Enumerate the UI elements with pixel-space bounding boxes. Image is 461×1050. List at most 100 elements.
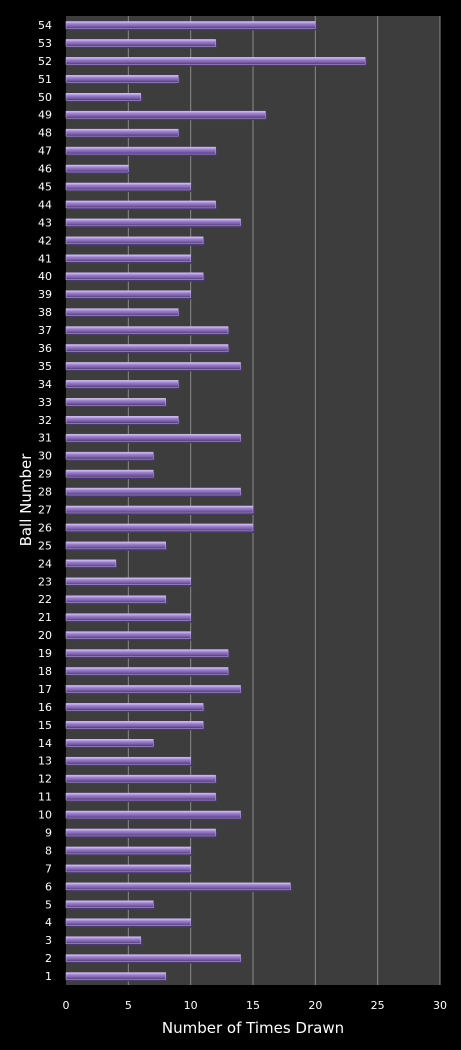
y-axis-label: Ball Number — [17, 453, 35, 547]
bar — [65, 631, 191, 639]
y-tick-label: 34 — [38, 378, 52, 391]
bar-ball-13 — [65, 756, 193, 767]
x-tick-labels: 0 5 10 15 20 25 30 — [63, 999, 448, 1012]
x-tick-label: 15 — [246, 999, 260, 1012]
y-tick-label: 37 — [38, 324, 52, 337]
bar-ball-53 — [65, 39, 218, 49]
y-tick-label: 46 — [38, 163, 52, 176]
y-tick-label: 39 — [38, 288, 52, 301]
bar — [65, 810, 241, 819]
bar-ball-3 — [65, 936, 143, 946]
bar-ball-16 — [65, 703, 206, 713]
bar-ball-15 — [65, 721, 206, 731]
bar — [65, 792, 216, 801]
bar — [65, 846, 191, 855]
bar — [65, 739, 154, 747]
y-tick-label: 16 — [38, 701, 52, 714]
y-tick-label: 9 — [45, 826, 52, 839]
bar — [65, 882, 291, 891]
y-tick-label: 26 — [38, 521, 52, 534]
bar — [65, 39, 216, 47]
y-tick-label: 47 — [38, 145, 52, 158]
bar — [65, 613, 191, 621]
x-tick-label: 30 — [433, 999, 447, 1012]
bar — [65, 487, 241, 496]
bar-ball-10 — [65, 810, 243, 821]
bar-ball-37 — [65, 326, 231, 336]
bar-ball-46 — [65, 164, 131, 175]
bar — [65, 864, 191, 873]
bar-ball-52 — [65, 57, 368, 67]
y-tick-label: 6 — [45, 880, 52, 893]
bar — [65, 362, 241, 370]
y-tick-label: 48 — [38, 127, 52, 140]
bar — [65, 164, 129, 173]
y-tick-label: 11 — [38, 791, 52, 804]
bar-ball-48 — [65, 128, 181, 139]
bar-ball-22 — [65, 595, 168, 605]
bar-ball-33 — [65, 398, 168, 408]
bar-ball-49 — [65, 110, 268, 121]
y-tick-label: 33 — [38, 396, 52, 409]
bar-ball-21 — [65, 613, 193, 623]
bar — [65, 505, 254, 514]
bar-ball-41 — [65, 254, 193, 264]
y-tick-label: 19 — [38, 647, 52, 660]
bar — [65, 433, 241, 442]
y-tick-label: 7 — [45, 862, 52, 875]
bar-ball-14 — [65, 739, 156, 749]
bar-ball-31 — [65, 433, 243, 444]
y-tick-label: 10 — [38, 809, 52, 822]
y-tick-label: 51 — [38, 73, 52, 86]
y-tick-label: 54 — [38, 19, 52, 32]
bar-ball-11 — [65, 792, 218, 803]
bar — [65, 469, 154, 478]
y-tick-label: 14 — [38, 737, 52, 750]
y-tick-label: 23 — [38, 575, 52, 588]
x-tick-label: 25 — [371, 999, 385, 1012]
bar-ball-1 — [65, 972, 168, 982]
bar — [65, 954, 241, 962]
bar — [65, 936, 142, 944]
bar — [65, 541, 166, 550]
bar — [65, 416, 179, 424]
bar-ball-25 — [65, 541, 168, 551]
y-tick-label: 49 — [38, 109, 52, 122]
y-tick-label: 28 — [38, 486, 52, 499]
bar — [65, 703, 204, 711]
y-tick-label: 2 — [45, 952, 52, 965]
bar-ball-27 — [65, 505, 255, 515]
bar — [65, 110, 266, 119]
y-tick-label: 53 — [38, 37, 52, 50]
gridlines — [127, 16, 441, 985]
bar-ball-47 — [65, 146, 218, 157]
bar — [65, 523, 254, 532]
bar — [65, 21, 316, 29]
y-tick-label: 52 — [38, 55, 52, 68]
bar — [65, 236, 204, 245]
bar-ball-51 — [65, 75, 181, 85]
y-tick-label: 4 — [45, 916, 52, 929]
y-tick-label: 40 — [38, 270, 52, 283]
bar — [65, 93, 142, 101]
y-tick-label: 20 — [38, 629, 52, 642]
x-axis-label: Number of Times Drawn — [162, 1019, 344, 1037]
bar — [65, 667, 229, 675]
bar — [65, 254, 191, 262]
bar — [65, 146, 216, 155]
bar-ball-28 — [65, 487, 243, 498]
bar-ball-34 — [65, 380, 181, 390]
bar-ball-40 — [65, 272, 206, 282]
bar — [65, 272, 204, 280]
y-tick-label: 42 — [38, 234, 52, 247]
bar-ball-32 — [65, 416, 181, 426]
y-tick-label: 24 — [38, 557, 52, 570]
bar — [65, 559, 117, 568]
x-tick-label: 0 — [63, 999, 70, 1012]
y-tick-label: 44 — [38, 198, 52, 211]
y-tick-label: 13 — [38, 755, 52, 768]
bar — [65, 128, 179, 137]
x-tick-label: 20 — [308, 999, 322, 1012]
y-tick-label: 5 — [45, 898, 52, 911]
